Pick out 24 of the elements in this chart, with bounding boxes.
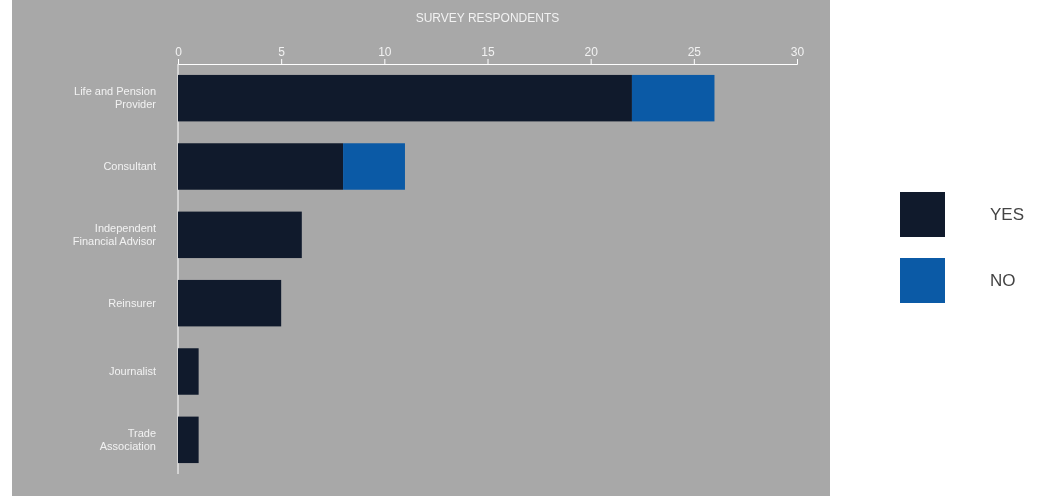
x-tick-label: 5 — [278, 45, 286, 59]
text: NO — [990, 271, 1016, 290]
x-tick-label: 15 — [481, 45, 495, 59]
bar — [178, 211, 302, 259]
y-tick-label: Reinsurer — [108, 296, 157, 309]
x-tick-label: 0 — [175, 45, 183, 59]
x-tick-label: 10 — [378, 45, 392, 59]
y-tick-label: Independent Financial Advisor — [72, 222, 157, 247]
x-tick-label: 25 — [687, 45, 702, 59]
y-tick-label: Life and Pension Provider — [74, 85, 157, 111]
bar — [178, 416, 199, 464]
bar — [631, 74, 715, 122]
bar — [178, 143, 344, 190]
y-tick-label: Journalist — [108, 365, 156, 378]
x-tick-label: 20 — [584, 45, 599, 59]
x-tick-label: 30 — [790, 45, 805, 59]
y-tick-label: Trade Association — [99, 427, 156, 452]
text: YES — [990, 205, 1025, 224]
bar — [178, 279, 282, 327]
y-tick-label: Consultant — [103, 160, 156, 173]
bar — [178, 74, 632, 122]
bar — [178, 348, 199, 395]
x-axis-title: SURVEY RESPONDENTS — [415, 11, 560, 25]
bar — [343, 143, 405, 190]
